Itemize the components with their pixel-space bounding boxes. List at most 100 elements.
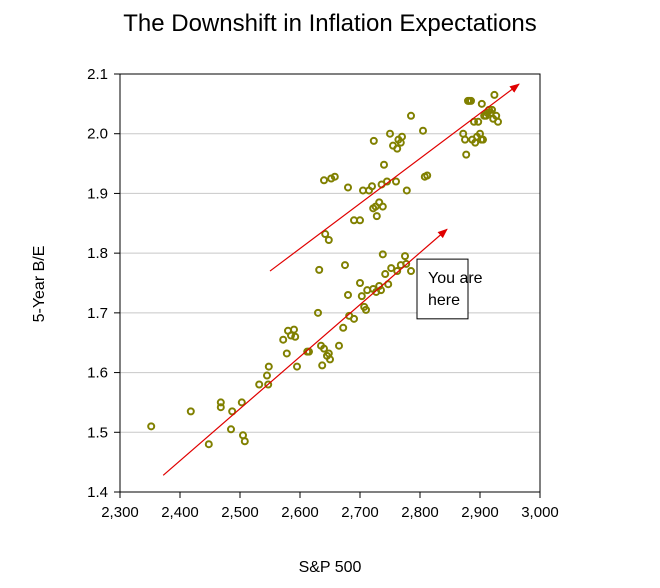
x-tick-label: 2,900 [461,504,499,521]
data-point [423,171,432,180]
data-point [344,183,352,192]
data-point [216,403,225,412]
data-point [386,129,394,138]
y-tick-label: 1.9 [87,185,108,202]
y-tick-label: 1.8 [87,245,108,262]
y-axis-label: 5-Year B/E [31,246,48,323]
data-point [282,349,291,358]
data-point [228,407,237,416]
data-point [368,182,376,191]
data-point [402,259,411,268]
chart-title: The Downshift in Inflation Expectations [123,10,537,37]
trend-arrows [162,83,520,476]
data-point [335,341,343,350]
data-point [290,325,298,334]
data-point [320,344,328,353]
y-tick-label: 2.0 [87,126,108,143]
data-point [341,261,349,270]
data-point [372,212,381,221]
annotation: You are here [416,258,483,320]
data-point [393,144,402,153]
data-point [216,398,225,407]
data-point [380,160,388,169]
data-point [477,99,486,108]
annotation-text: You are [428,270,483,287]
data-point [381,270,390,279]
annotation-box [416,258,469,320]
data-point [326,355,334,364]
trend-arrow [162,228,448,476]
gridlines [120,133,540,433]
data-point [392,177,400,186]
data-point [384,280,393,289]
plot-frame [119,73,541,493]
data-point [401,252,409,261]
data-point [356,279,364,287]
data-point [419,126,427,135]
data-point [344,290,352,299]
data-point [264,362,273,371]
x-tick-label: 2,600 [281,504,319,521]
data-point [147,422,156,431]
y-tick-label: 1.5 [87,424,108,441]
data-point [291,332,300,341]
data-point [237,398,246,407]
x-tick-label: 2,800 [401,504,439,521]
y-tick-label: 1.6 [87,365,108,382]
data-point [315,265,324,274]
data-point [287,331,295,340]
data-point [462,150,471,159]
data-point [318,361,327,370]
data-point [490,90,499,99]
data-point [279,335,288,344]
y-tick-label: 2.1 [87,66,108,83]
data-point [369,136,378,145]
x-tick-label: 2,400 [161,504,199,521]
data-point [488,105,496,114]
x-tick-label: 2,300 [101,504,139,521]
data-points [147,90,502,449]
data-point [186,407,195,416]
data-point [227,425,235,434]
data-point [356,216,364,225]
y-tick-label: 1.7 [87,305,108,322]
x-tick-label: 3,000 [521,504,559,521]
data-point [204,440,213,449]
data-point [321,230,330,239]
data-point [314,308,322,317]
data-point [467,96,475,105]
data-point [470,117,478,126]
data-point [378,202,387,211]
data-point [474,117,483,126]
data-point [378,250,387,259]
data-point [330,172,339,181]
data-point [263,371,271,380]
data-point [339,323,348,332]
data-point [357,292,366,301]
y-tick-label: 1.4 [87,484,108,501]
data-point [255,380,264,389]
data-point [350,314,358,323]
data-point [362,305,370,314]
x-tick-label: 2,700 [341,504,379,521]
data-point [293,362,301,371]
data-point [264,380,273,389]
data-point [398,132,406,141]
x-tick-label: 2,500 [221,504,259,521]
data-point [494,117,502,126]
data-point [479,135,487,144]
data-point [363,286,372,295]
data-point [461,135,469,144]
data-point [387,264,396,273]
data-point [407,267,415,276]
data-point [320,176,328,185]
axes: 2,300 2,400 2,500 2,600 2,700 2,800 2,900 3,000… [87,66,559,521]
trend-arrow [269,83,520,272]
annotation-text: here [428,292,460,309]
data-point [402,186,411,195]
data-point [407,111,415,120]
data-point [240,437,249,446]
data-point [324,236,333,245]
x-axis-label: S&P 500 [299,559,362,576]
